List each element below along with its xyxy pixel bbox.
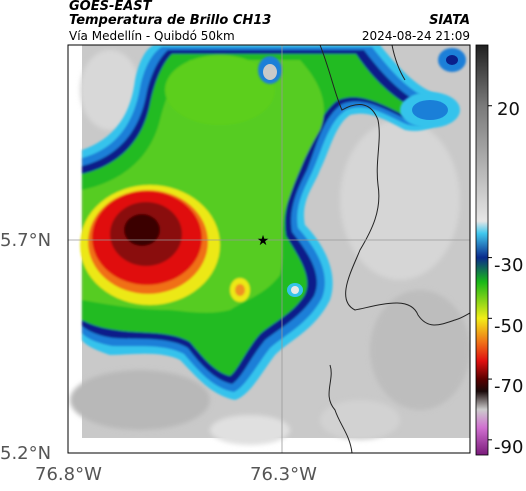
border-line [328, 364, 353, 453]
colorbar [475, 44, 489, 456]
colorbar-tick-neg90: -90 [494, 437, 524, 458]
agency-label: SIATA [429, 13, 470, 28]
lat-tick-5.2: 5.2°N [0, 443, 52, 464]
map-frame [67, 44, 471, 454]
lat-tick-5.7: 5.7°N [0, 230, 52, 251]
colorbar-tick-neg70: -70 [494, 376, 524, 397]
colorbar-tick-20: 20 [497, 99, 520, 120]
border-line [391, 45, 406, 81]
satellite-imagery [68, 45, 470, 453]
colorbar-tick-neg50: -50 [494, 316, 524, 337]
satellite-title: GOES-EAST [69, 0, 152, 14]
datetime-label: 2024-08-24 21:09 [361, 29, 470, 43]
product-title: Temperatura de Brillo CH13 [69, 13, 272, 28]
lon-tick-76.8: 76.8°W [35, 464, 102, 485]
colorbar-tick-neg30: -30 [494, 255, 524, 276]
border-line [319, 45, 470, 326]
lon-tick-76.3: 76.3°W [250, 464, 317, 485]
region-subtitle: Vía Medellín - Quibdó 50km [69, 29, 235, 43]
location-star-icon: ★ [257, 233, 270, 249]
